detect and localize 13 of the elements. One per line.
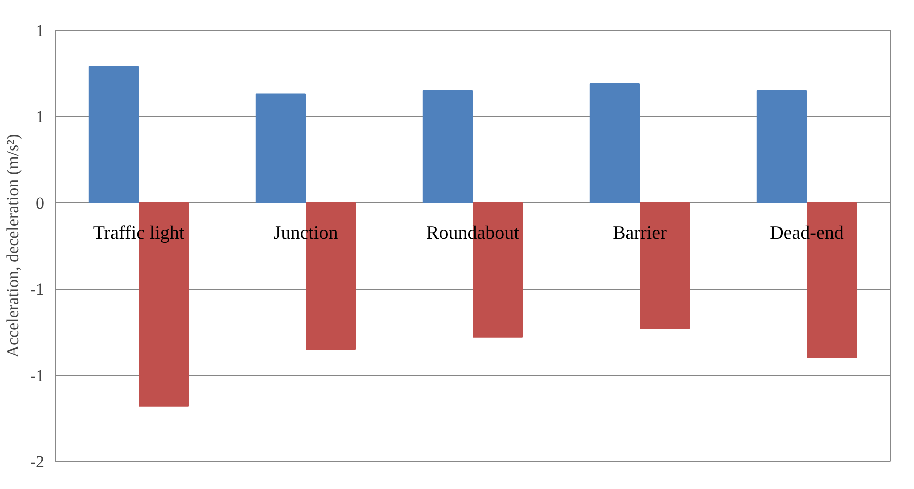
bar (88, 66, 139, 204)
bar (422, 90, 473, 204)
bar (756, 90, 807, 204)
bar (590, 83, 640, 204)
y-tick-label: -1 (30, 366, 45, 386)
y-tick-label: 1 (36, 108, 44, 127)
y-axis-title: Acceleration, deceleration (m/s²) (3, 134, 22, 358)
y-tick-label: -2 (30, 452, 45, 472)
bar (256, 94, 306, 204)
y-tick-label: 0 (36, 194, 44, 213)
y-tick-label: -1 (30, 280, 45, 300)
y-tick-label: 1 (36, 22, 44, 40)
x-tick-label: Junction (274, 222, 339, 244)
